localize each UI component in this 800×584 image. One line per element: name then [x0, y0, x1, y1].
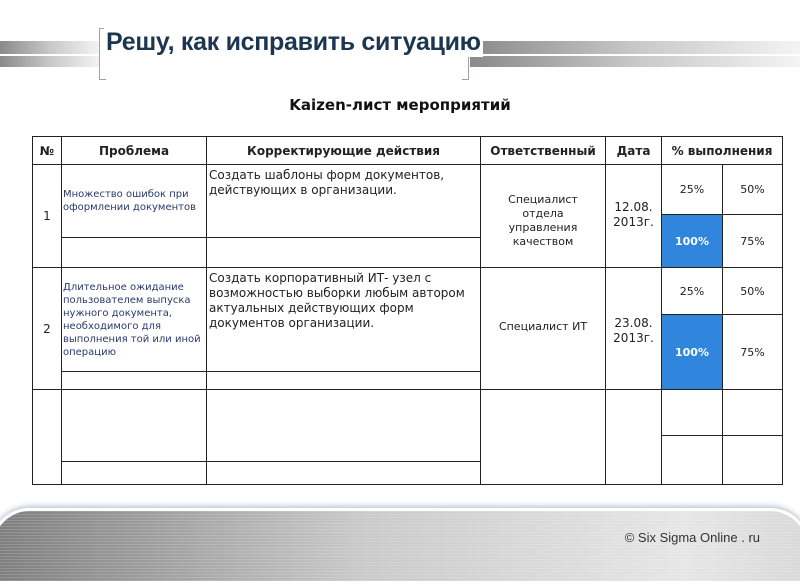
- row3-pct-d[interactable]: [722, 435, 783, 485]
- row3-num: [32, 389, 62, 485]
- row3-responsible: [480, 389, 606, 485]
- row1-problem-extra: [61, 237, 207, 268]
- row1-num: 1: [32, 164, 62, 268]
- header-num: №: [32, 136, 62, 165]
- header-date: Дата: [605, 136, 662, 165]
- row2-pct-50[interactable]: 50%: [722, 267, 783, 315]
- header-responsible: Ответственный: [480, 136, 606, 165]
- header-bar-right-top: [470, 41, 800, 54]
- row2-num: 2: [32, 267, 62, 390]
- row2-action: Создать корпоративный ИТ- узел с возможн…: [206, 267, 481, 372]
- row1-action-extra: [206, 237, 481, 268]
- row3-problem-extra: [61, 461, 207, 485]
- copyright: © Six Sigma Online . ru: [624, 530, 760, 545]
- row3-action: [206, 389, 481, 462]
- row3-problem: [61, 389, 207, 462]
- header-problem: Проблема: [61, 136, 207, 165]
- row3-pct-c[interactable]: [661, 435, 723, 485]
- page-title: Решу, как исправить ситуацию: [104, 28, 483, 57]
- row2-responsible: Специалист ИТ: [480, 267, 606, 390]
- row3-date: [605, 389, 662, 485]
- row2-pct-75[interactable]: 75%: [722, 314, 783, 390]
- header-completion: % выполнения: [661, 136, 783, 165]
- row3-action-extra: [206, 461, 481, 485]
- row3-pct-a[interactable]: [661, 389, 723, 436]
- header-bar-left-bottom: [0, 56, 100, 67]
- footer-bar: [0, 508, 800, 584]
- row3-pct-b[interactable]: [722, 389, 783, 436]
- row2-action-extra: [206, 371, 481, 390]
- row1-pct-75[interactable]: 75%: [722, 214, 783, 268]
- table-title: Kaizen-лист мероприятий: [289, 96, 511, 114]
- header-bar-right-bottom: [470, 56, 800, 67]
- row2-problem-extra: [61, 371, 207, 390]
- row1-date: 12.08. 2013г.: [605, 164, 662, 268]
- row1-pct-100[interactable]: 100%: [661, 214, 723, 268]
- title-bracket-left: [99, 28, 106, 80]
- row2-pct-25[interactable]: 25%: [661, 267, 723, 315]
- header-actions: Корректирующие действия: [206, 136, 481, 165]
- row1-pct-50[interactable]: 50%: [722, 164, 783, 215]
- row1-action: Создать шаблоны форм документов, действу…: [206, 164, 481, 238]
- row1-problem: Множество ошибок при оформлении документ…: [61, 164, 207, 238]
- row2-problem: Длительное ожидание пользователем выпуск…: [61, 267, 207, 372]
- row1-pct-25[interactable]: 25%: [661, 164, 723, 215]
- row2-date: 23.08. 2013г.: [605, 267, 662, 390]
- row1-responsible: Специалист отдела управления качеством: [480, 164, 606, 268]
- header-bar-left-top: [0, 41, 100, 54]
- row2-pct-100[interactable]: 100%: [661, 314, 723, 390]
